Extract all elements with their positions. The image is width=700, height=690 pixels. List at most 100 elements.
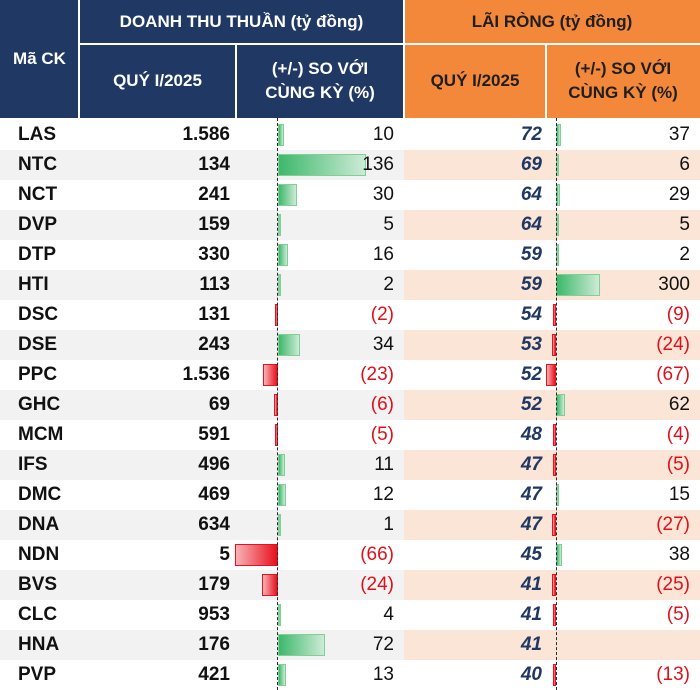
revenue-change-bar [278,274,281,296]
profit-cell: 40 [520,664,542,685]
table-row: BVS 179 (24) 41 (25) [0,570,700,600]
profit-change-cell: (13) [656,664,690,685]
revenue-change-bar [278,214,282,236]
header-divider [79,43,700,45]
header-profit-change: (+/-) SO VỚI CÙNG KỲ (%) [546,44,700,118]
profit-change-bar [552,574,556,596]
revenue-change-bar [278,124,285,146]
profit-change-bar [552,334,556,356]
revenue-change-cell: 5 [383,214,394,235]
revenue-cell: 421 [198,664,230,685]
row-shade [0,270,404,300]
header-divider [403,0,405,118]
revenue-change-cell: 30 [372,184,394,205]
profit-change-cell: (4) [666,424,690,445]
profit-cell: 41 [520,604,542,625]
profit-change-cell: 5 [679,214,690,235]
table-row: NCT 241 30 64 29 [0,180,700,210]
revenue-cell: 1.586 [182,124,230,145]
revenue-cell: 953 [198,604,230,625]
row-shade [404,150,700,180]
table-row: DMC 469 12 47 15 [0,480,700,510]
table-row: LAS 1.586 10 72 37 [0,120,700,150]
revenue-change-bar [278,334,300,356]
ticker-cell: NTC [18,154,58,175]
revenue-cell: 131 [198,304,230,325]
profit-change-cell: 29 [668,184,690,205]
row-shade [0,570,404,600]
revenue-change-cell: 2 [383,274,394,295]
table-row: PPC 1.536 (23) 52 (67) [0,360,700,390]
profit-cell: 41 [520,634,542,655]
ticker-cell: MCM [18,424,64,445]
row-shade [0,630,404,660]
revenue-change-bar [278,244,289,266]
revenue-change-cell: (2) [370,304,394,325]
row-shade [404,480,700,510]
profit-change-cell: (9) [666,304,690,325]
row-shade [404,450,700,480]
revenue-change-cell: 12 [372,484,394,505]
profit-change-bar [556,274,600,296]
revenue-change-cell: (23) [360,364,394,385]
revenue-change-cell: (6) [370,394,394,415]
revenue-change-bar [278,184,298,206]
profit-change-cell: (27) [656,514,690,535]
profit-change-bar [552,514,556,536]
profit-cell: 47 [520,514,542,535]
revenue-change-cell: 13 [372,664,394,685]
row-shade [0,330,404,360]
ticker-cell: DTP [18,244,56,265]
revenue-change-bar [278,664,287,686]
profit-change-cell: (67) [656,364,690,385]
table-row: PVP 421 13 40 (13) [0,660,700,690]
profit-change-bar [546,364,556,386]
ticker-cell: PVP [18,664,57,685]
profit-change-cell: (5) [666,604,690,625]
profit-cell: 52 [520,394,542,415]
profit-change-bar [553,454,556,476]
ticker-cell: IFS [18,454,48,475]
profit-change-bar [556,394,566,416]
revenue-change-bar [278,154,366,176]
ticker-cell: DNA [18,514,60,535]
revenue-cell: 634 [198,514,230,535]
table-row: DTP 330 16 59 2 [0,240,700,270]
revenue-change-bar [235,544,278,566]
revenue-cell: 330 [198,244,230,265]
revenue-cell: 241 [198,184,230,205]
profit-cell: 69 [520,154,542,175]
revenue-change-bar [263,364,278,386]
revenue-change-cell: 16 [372,244,394,265]
profit-change-cell: 6 [679,154,690,175]
header-divider [545,44,547,118]
revenue-change-cell: (24) [360,574,394,595]
revenue-change-cell: 1 [383,514,394,535]
revenue-cell: 69 [208,394,230,415]
header-divider [235,44,237,118]
profit-cell: 47 [520,454,542,475]
revenue-cell: 134 [198,154,230,175]
profit-cell: 52 [520,364,542,385]
table-row: GHC 69 (6) 52 62 [0,390,700,420]
row-shade [404,570,700,600]
profit-cell: 54 [520,304,542,325]
revenue-change-cell: 4 [383,604,394,625]
row-shade [404,630,700,660]
revenue-cell: 5 [219,544,230,565]
profit-cell: 48 [520,424,542,445]
revenue-change-bar [278,454,286,476]
revenue-cell: 159 [198,214,230,235]
row-shade [0,210,404,240]
profit-change-cell: 62 [668,394,690,415]
profit-change-cell: 15 [668,484,690,505]
revenue-cell: 113 [199,274,230,295]
row-shade [404,120,700,150]
revenue-change-bar [278,484,286,506]
ticker-cell: NDN [18,544,60,565]
revenue-cell: 176 [198,634,230,655]
ticker-cell: PPC [18,364,58,385]
row-shade [404,540,700,570]
profit-cell: 59 [520,244,542,265]
